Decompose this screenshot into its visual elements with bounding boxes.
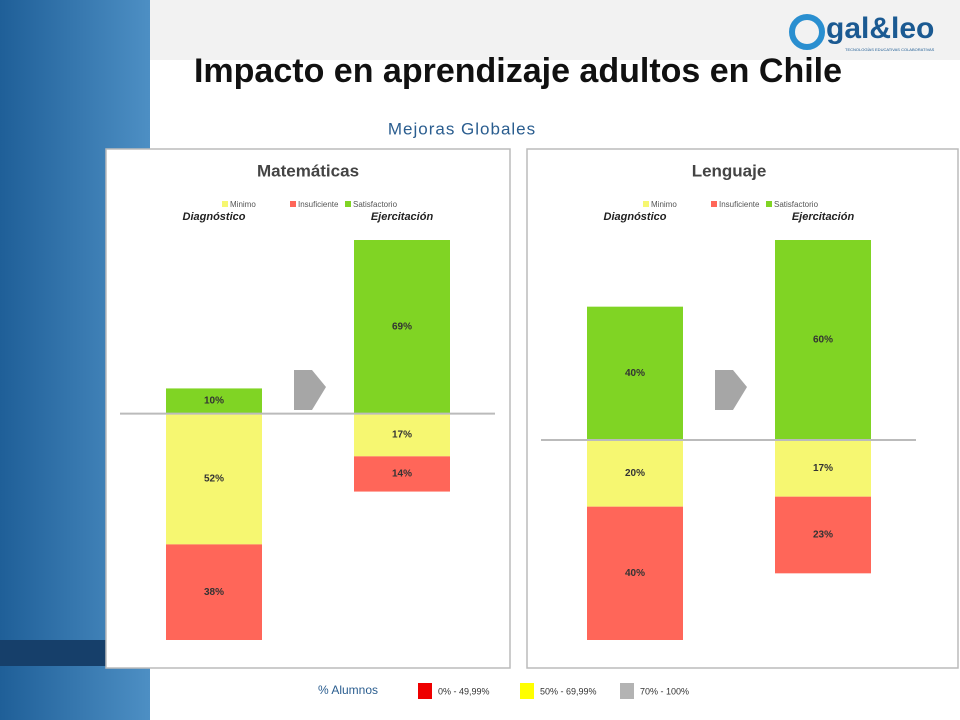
arrow — [715, 370, 747, 410]
category-label: Diagnóstico — [604, 211, 667, 223]
footer-item: 50% - 69,99% — [540, 686, 597, 696]
chart-title: Lenguaje — [692, 161, 767, 180]
footer-item: 0% - 49,99% — [438, 686, 490, 696]
legend-swatch — [766, 201, 772, 207]
value-label: 10% — [204, 396, 224, 407]
chart-title: Matemáticas — [257, 161, 359, 180]
value-label: 14% — [392, 469, 412, 480]
legend-swatch — [222, 201, 228, 207]
footer-swatch — [418, 683, 432, 699]
legend-label: Insuficiente — [719, 200, 760, 209]
slide-subtitle: Mejoras Globales — [388, 119, 536, 138]
footer-swatch — [620, 683, 634, 699]
legend-swatch — [290, 201, 296, 207]
bar-segment — [166, 413, 262, 545]
bar-segment — [587, 306, 683, 440]
value-label: 40% — [625, 568, 645, 579]
value-label: 17% — [813, 463, 833, 474]
footer-swatch — [520, 683, 534, 699]
bar-segment — [775, 440, 871, 497]
legend-label: Satisfactorio — [774, 200, 819, 209]
legend-swatch — [711, 201, 717, 207]
bar-segment — [775, 240, 871, 440]
bar-segment — [166, 544, 262, 640]
value-label: 20% — [625, 468, 645, 479]
bar-segment — [354, 456, 450, 492]
legend-swatch — [345, 201, 351, 207]
value-label: 38% — [204, 587, 224, 598]
legend-swatch — [643, 201, 649, 207]
category-label: Ejercitación — [371, 211, 434, 223]
category-label: Ejercitación — [792, 211, 855, 223]
bar-segment — [587, 506, 683, 640]
logo-icon — [789, 14, 825, 50]
value-label: 23% — [813, 530, 833, 541]
logo-text: gal&leo — [826, 12, 934, 45]
bar-segment — [354, 413, 450, 457]
legend-label: Minimo — [651, 200, 677, 209]
category-label: Diagnóstico — [183, 211, 246, 223]
slide-title: Impacto en aprendizaje adultos en Chile — [194, 52, 842, 90]
bar-segment — [587, 440, 683, 507]
bar-segment — [354, 240, 450, 414]
bar-segment — [166, 388, 262, 414]
top-band — [150, 0, 960, 60]
arrow — [294, 370, 326, 410]
value-label: 60% — [813, 335, 833, 346]
value-label: 52% — [204, 474, 224, 485]
legend-label: Minimo — [230, 200, 256, 209]
logo-tagline: TECNOLOGÍAS EDUCATIVAS COLABORATIVAS — [845, 47, 935, 52]
value-label: 17% — [392, 430, 412, 441]
footer-item: 70% - 100% — [640, 686, 689, 696]
legend-label: Insuficiente — [298, 200, 339, 209]
footer-label: % Alumnos — [318, 683, 378, 697]
value-label: 40% — [625, 368, 645, 379]
value-label: 69% — [392, 321, 412, 332]
bar-segment — [775, 496, 871, 574]
legend-label: Satisfactorio — [353, 200, 398, 209]
